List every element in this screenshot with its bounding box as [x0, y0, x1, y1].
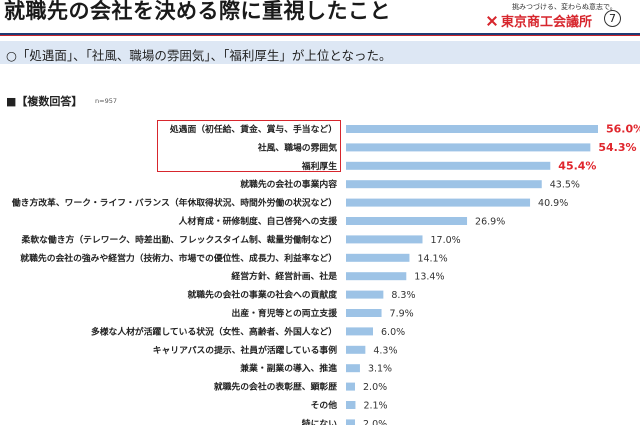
- value-label: 56.0%: [606, 123, 640, 136]
- bar: [346, 345, 366, 354]
- bar: [346, 125, 598, 133]
- bar: [346, 309, 382, 317]
- bar: [346, 217, 468, 225]
- category-label: 多様な人材が活躍している状況（女性、高齢者、外国人など）: [91, 325, 337, 337]
- bar: [346, 253, 410, 262]
- category-label: 経営方針、経営計画、社是: [231, 270, 337, 282]
- value-label: 2.1%: [363, 401, 387, 412]
- category-label: その他: [311, 399, 338, 411]
- bar: [346, 364, 360, 373]
- header-rule-red: [0, 35, 640, 36]
- value-label: 14.1%: [417, 253, 447, 264]
- page-title: 就職先の会社を決める際に重視したこと: [4, 0, 391, 23]
- value-label: 8.3%: [391, 290, 415, 301]
- bar: [346, 401, 356, 409]
- value-label: 26.9%: [475, 217, 505, 228]
- bar: [346, 327, 373, 336]
- value-label: 7.9%: [390, 309, 414, 320]
- value-label: 6.0%: [381, 327, 405, 338]
- value-label: 2.0%: [363, 419, 387, 425]
- category-label: 社風、職場の雰囲気: [257, 141, 337, 153]
- category-label: 人材育成・研修制度、自己啓発への支援: [179, 215, 338, 227]
- category-label: キャリアパスの提示、社員が活躍している事例: [153, 344, 337, 356]
- value-label: 45.4%: [558, 159, 596, 172]
- bar: [346, 143, 591, 152]
- category-label: 出産・育児等との両立支援: [232, 307, 338, 319]
- org-logo: 東京商工会議所: [486, 11, 592, 30]
- summary-box: [0, 41, 640, 64]
- value-label: 2.0%: [363, 382, 387, 393]
- bar: [346, 180, 542, 189]
- org-tagline: 挑みつづける、変わらぬ意志で。: [512, 3, 617, 11]
- value-label: 4.3%: [373, 345, 397, 356]
- category-label: 就職先の会社の事業内容: [240, 178, 337, 190]
- header-rule-blue: [0, 33, 640, 35]
- category-label: 働き方改革、ワーク・ライフ・バランス（年休取得状況、時間外労働の状況など）: [11, 197, 337, 209]
- bar: [346, 272, 407, 281]
- org-name: 東京商工会議所: [501, 15, 593, 30]
- category-label: 処遇面（初任給、賃金、賞与、手当など）: [169, 123, 337, 135]
- value-label: 3.1%: [368, 364, 392, 375]
- bar: [346, 290, 384, 299]
- value-label: 54.3%: [598, 141, 636, 154]
- top-three-highlight-box: [157, 120, 341, 172]
- category-label: 福利厚生: [301, 160, 337, 172]
- bar: [346, 198, 531, 207]
- value-label: 17.0%: [431, 235, 461, 246]
- category-label: 就職先の会社の事業の社会への貢献度: [187, 289, 337, 301]
- category-label: 柔軟な働き方（テレワーク、時差出勤、フレックスタイム制、裁量労働制など）: [21, 233, 337, 245]
- sample-size: n=957: [95, 97, 117, 105]
- category-label: 就職先の会社の強みや経営力（技術力、市場での優位性、成長力、利益率など）: [20, 252, 337, 264]
- category-label: 就職先の会社の表彰歴、顕彰歴: [214, 381, 337, 393]
- bar: [346, 382, 355, 391]
- bar: [346, 235, 423, 244]
- value-label: 43.5%: [550, 180, 580, 191]
- category-label: 兼業・副業の導入、推進: [240, 362, 337, 374]
- bar: [346, 419, 355, 425]
- page-number: 7: [604, 10, 621, 27]
- category-label: 特にない: [302, 417, 337, 425]
- section-label: ■【複数回答】: [6, 95, 83, 108]
- summary-text: ○「処遇面」、「社風、職場の雰囲気」、「福利厚生」が上位となった。: [6, 48, 392, 63]
- value-label: 13.4%: [414, 272, 444, 283]
- value-label: 40.9%: [538, 198, 568, 209]
- bar: [346, 161, 551, 170]
